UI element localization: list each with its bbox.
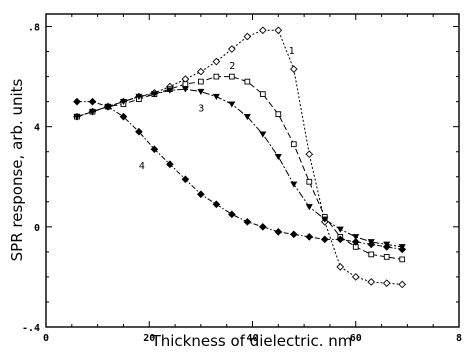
data-point [351,273,360,281]
data-point [197,67,205,76]
data-point [243,113,251,121]
data-point [398,280,407,289]
data-point [228,101,236,108]
series-4 [73,97,407,254]
data-point [212,57,221,66]
data-point [181,175,190,184]
data-point [73,113,81,121]
data-point [368,251,375,258]
x-tick-label: 60 [350,333,362,344]
data-point [197,190,205,199]
data-point [290,181,298,188]
data-point [88,108,96,116]
data-point [289,230,298,239]
data-point [383,254,390,260]
series-line [76,88,403,248]
data-point [197,88,205,96]
data-point [259,131,267,138]
data-point [336,235,345,244]
data-point [182,81,189,87]
data-point [367,278,376,286]
data-point [135,93,143,101]
y-tick-label: 0 [34,223,40,234]
data-point [275,111,282,118]
data-point [305,150,314,159]
data-point [290,141,297,148]
data-point [135,127,143,136]
data-point [336,226,344,233]
curve-labels: 1 2 3 4 [139,46,295,172]
data-point [320,235,329,244]
data-point [367,240,376,249]
data-point [382,279,391,288]
data-point [243,32,252,41]
data-point [306,178,313,185]
data-point [198,78,204,85]
data-point [274,154,282,161]
data-point [228,73,235,80]
y-tick-label: 4 [34,123,40,134]
data-point [321,216,329,223]
data-point [289,65,298,73]
data-point [259,91,266,97]
axis-tick-labels: 0 20 40 60 8-.404.8 [22,23,462,344]
data-point [398,245,407,254]
data-point [259,223,267,231]
data-point [212,93,220,101]
series-label-4: 4 [139,161,145,172]
data-point [258,26,267,35]
y-tick-label: .8 [28,23,40,34]
series-layer [73,26,407,289]
x-tick-label: 8 [456,333,462,344]
data-point [305,204,313,211]
data-point [104,102,112,111]
data-point [305,233,314,241]
series-label-1: 1 [289,46,295,57]
data-point [336,263,345,271]
data-point [228,210,236,219]
data-point [274,228,283,236]
data-point [212,200,221,209]
data-point [228,45,236,53]
data-point [119,112,128,121]
series-label-3: 3 [198,104,204,115]
series-3 [73,86,406,251]
data-point [382,243,391,251]
data-point [166,87,174,94]
x-tick-label: 0 [43,333,49,344]
plot-frame [45,13,460,328]
data-point [150,145,159,154]
data-point [244,78,251,85]
series-line [76,76,403,260]
data-point [213,73,220,80]
data-point [399,256,406,263]
data-point [243,218,252,226]
series-line [77,101,403,250]
y-axis-title: SPR response, arb. units [8,78,26,261]
data-point [274,26,283,35]
x-tick-label: 40 [246,333,258,344]
axis-ticks [45,14,460,328]
series-label-2: 2 [229,61,235,72]
data-point [352,234,360,241]
data-point [119,98,127,106]
data-point [181,86,189,93]
x-tick-label: 20 [143,333,155,344]
y-tick-label: -.4 [22,323,40,334]
data-point [88,97,97,106]
data-point [166,160,174,169]
data-point [73,97,81,106]
data-point [351,238,360,246]
data-point [150,91,158,98]
x-axis-title: Thickness of dielectric. nm [151,332,353,350]
